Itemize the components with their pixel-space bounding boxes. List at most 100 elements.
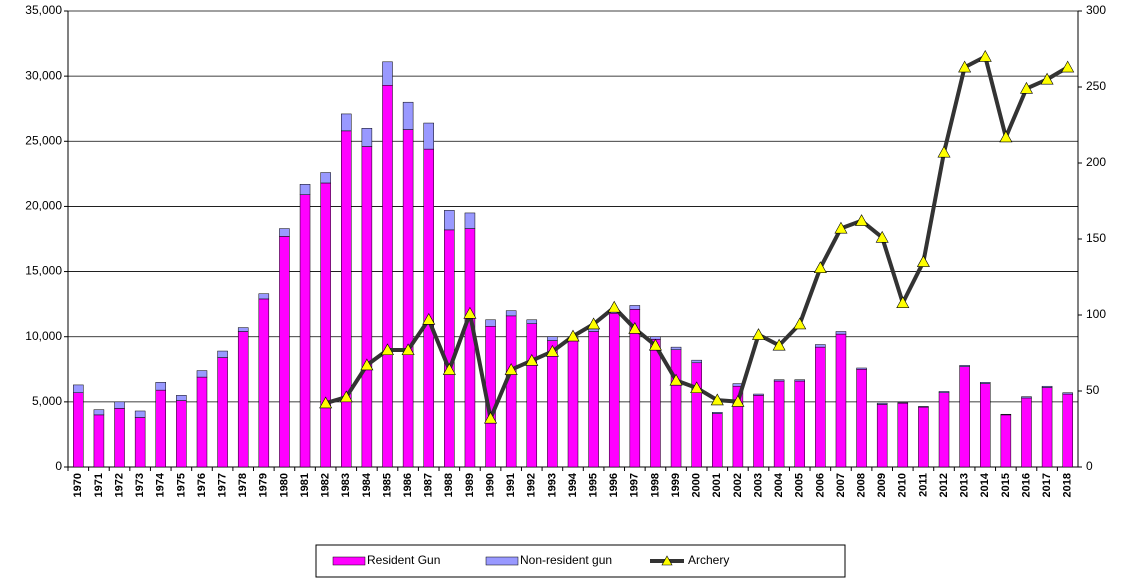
- y-tick-label: 5,000: [32, 394, 62, 408]
- bar: [1000, 414, 1012, 468]
- bar: [773, 380, 785, 468]
- bar: [1041, 385, 1053, 388]
- bar: [320, 182, 331, 468]
- bar: [979, 383, 991, 468]
- bar: [382, 61, 393, 86]
- marker: [690, 381, 704, 394]
- x-tick-label: 2006: [814, 473, 826, 497]
- bar: [279, 236, 290, 468]
- bar: [155, 382, 167, 391]
- x-tick-label: 2000: [691, 473, 703, 497]
- x-tick-label: 1987: [423, 473, 435, 497]
- x-tick-label: 1974: [155, 472, 167, 497]
- bar: [464, 228, 476, 468]
- y2-tick-label: 0: [1086, 459, 1093, 473]
- y-tick-label: 15,000: [25, 264, 62, 278]
- y-tick-label: 0: [55, 459, 62, 473]
- bar: [93, 414, 105, 468]
- x-tick-label: 2011: [917, 473, 929, 497]
- bar: [155, 389, 167, 468]
- bar: [93, 409, 105, 416]
- marker: [1019, 81, 1033, 94]
- bar: [938, 391, 950, 393]
- marker: [422, 312, 436, 325]
- marker: [463, 306, 477, 319]
- legend-label: Archery: [688, 553, 729, 567]
- x-tick-label: 1977: [216, 473, 228, 497]
- x-tick-label: 1983: [340, 473, 352, 497]
- x-tick-label: 2001: [711, 473, 723, 497]
- x-tick-label: 2013: [959, 473, 971, 497]
- bar: [485, 319, 496, 327]
- bar: [897, 402, 909, 468]
- x-tick-label: 1986: [402, 473, 414, 497]
- bar: [505, 315, 517, 468]
- y2-tick-label: 200: [1086, 155, 1106, 169]
- x-tick-label: 1999: [670, 473, 682, 497]
- marker: [1061, 60, 1075, 73]
- marker: [401, 343, 415, 356]
- marker: [875, 230, 889, 243]
- bar: [547, 336, 558, 341]
- bar: [567, 340, 579, 468]
- bar: [299, 184, 311, 195]
- marker: [628, 322, 642, 334]
- bar: [979, 382, 991, 384]
- marker: [380, 343, 394, 356]
- bar: [588, 331, 599, 468]
- legend-label: Resident Gun: [367, 553, 440, 567]
- x-tick-label: 1980: [278, 473, 290, 497]
- x-tick-label: 1992: [526, 473, 538, 497]
- bar: [341, 130, 352, 468]
- bar: [1021, 396, 1032, 399]
- x-tick-label: 2014: [979, 472, 991, 497]
- bar: [361, 146, 373, 468]
- x-tick-label: 1988: [443, 473, 455, 497]
- y-tick-label: 35,000: [25, 3, 62, 17]
- x-tick-label: 1973: [134, 473, 146, 497]
- bar: [835, 333, 847, 468]
- legend-swatch: [485, 556, 519, 566]
- bar: [815, 346, 826, 468]
- bar: [1021, 397, 1032, 468]
- x-tick-label: 1975: [175, 473, 187, 497]
- marker: [999, 130, 1013, 143]
- x-tick-label: 1993: [546, 473, 558, 497]
- marker: [855, 214, 869, 226]
- x-tick-label: 2016: [1020, 473, 1032, 497]
- bar: [794, 379, 805, 382]
- bar: [1041, 387, 1053, 468]
- bar: [73, 392, 84, 468]
- bar: [237, 327, 249, 332]
- x-tick-label: 2008: [855, 473, 867, 497]
- x-tick-label: 1978: [237, 473, 249, 497]
- bar: [196, 370, 208, 378]
- x-tick-label: 1970: [72, 473, 84, 497]
- bar: [320, 172, 331, 184]
- bar: [1062, 393, 1073, 468]
- bar: [712, 412, 723, 414]
- x-tick-label: 2007: [835, 473, 847, 497]
- bar: [773, 379, 785, 382]
- bar: [918, 406, 929, 468]
- bar: [670, 346, 682, 350]
- bar: [753, 395, 764, 468]
- bar: [444, 210, 455, 231]
- bar: [835, 331, 847, 335]
- bar: [217, 357, 228, 468]
- y-tick-label: 10,000: [25, 329, 62, 343]
- bar: [856, 367, 867, 370]
- marker: [834, 221, 848, 234]
- x-tick-label: 1990: [484, 473, 496, 497]
- x-tick-label: 1985: [381, 473, 393, 497]
- bar: [382, 85, 393, 468]
- bar: [897, 402, 909, 404]
- marker: [896, 296, 910, 308]
- x-tick-label: 1994: [567, 472, 579, 497]
- marker: [525, 353, 539, 366]
- x-tick-label: 2017: [1041, 473, 1053, 497]
- bar: [196, 376, 208, 468]
- x-tick-label: 1972: [113, 473, 125, 497]
- y-tick-label: 30,000: [25, 68, 62, 82]
- legend-marker: [661, 555, 673, 566]
